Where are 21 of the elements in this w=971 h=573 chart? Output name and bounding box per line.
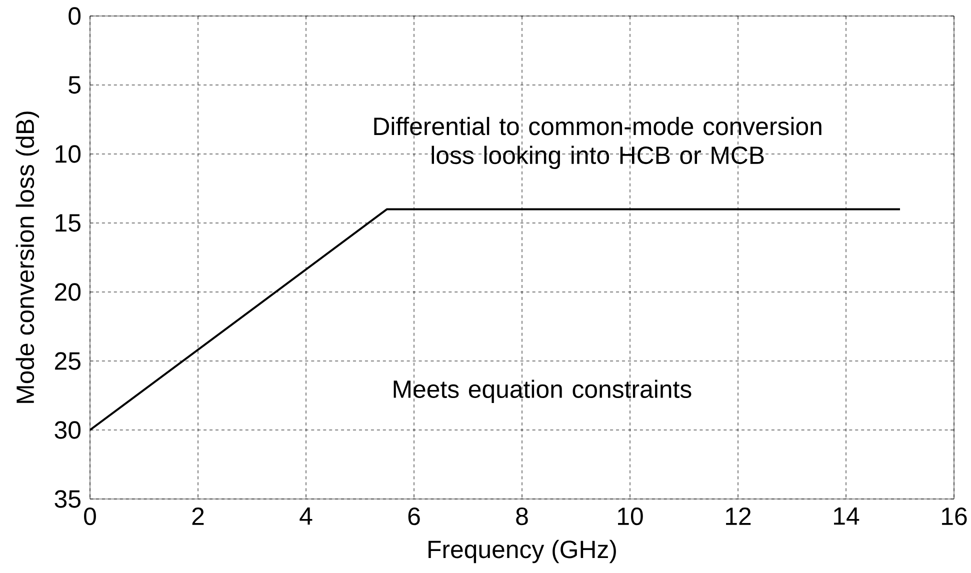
y-tick-label: 10 xyxy=(56,145,81,163)
x-tick-label: 14 xyxy=(834,507,860,525)
x-tick-label: 10 xyxy=(618,507,643,526)
x-tick-label: 4 xyxy=(300,507,312,525)
annotation: Differential to common-mode conversion loss looking into HCB or MCB xyxy=(374,116,822,170)
y-tick-label: 30 xyxy=(54,421,81,439)
y-tick-label: 15 xyxy=(56,214,80,232)
y-axis-title: Mode conversion loss (dB) xyxy=(16,112,40,403)
y-tick-label: 35 xyxy=(54,490,80,508)
x-tick-label: 2 xyxy=(192,507,204,525)
annotation: Meets equation constraints xyxy=(394,380,692,403)
x-axis-title: Frequency (GHz) xyxy=(428,540,616,564)
y-tick-label: 20 xyxy=(55,283,81,301)
x-tick-label: 0 xyxy=(84,507,96,526)
y-tick-label: 5 xyxy=(68,76,80,94)
y-tick-label: 0 xyxy=(68,7,81,25)
x-tick-label: 6 xyxy=(408,507,420,526)
x-tick-label: 8 xyxy=(516,507,528,526)
y-tick-label: 25 xyxy=(55,352,80,370)
x-tick-label: 12 xyxy=(726,507,751,525)
x-tick-label: 16 xyxy=(942,507,967,526)
